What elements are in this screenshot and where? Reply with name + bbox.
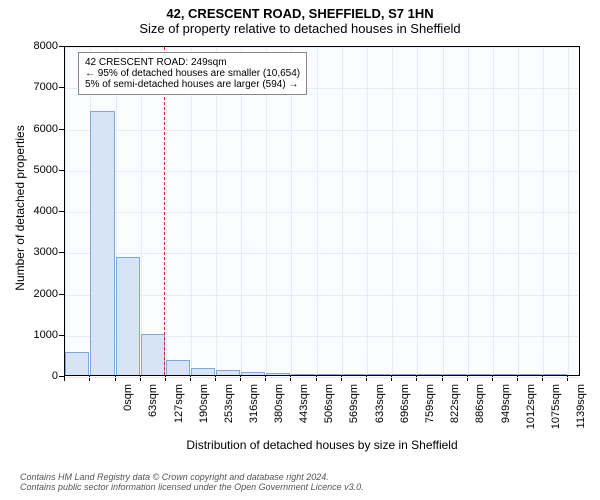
footer-line-1: Contains HM Land Registry data © Crown c…	[20, 472, 364, 482]
x-tick-label: 759sqm	[424, 384, 436, 444]
plot-area	[64, 46, 580, 376]
histogram-bar	[468, 374, 492, 375]
y-ticks: 010002000300040005000600070008000	[0, 46, 58, 376]
y-tick-label: 6000	[34, 123, 58, 135]
y-tick-label: 4000	[34, 205, 58, 217]
reference-line	[164, 47, 165, 375]
x-tick-label: 127sqm	[173, 384, 185, 444]
histogram-bar	[266, 373, 290, 375]
histogram-bar	[90, 111, 114, 375]
x-tick-label: 886sqm	[474, 384, 486, 444]
x-tick-label: 63sqm	[147, 384, 159, 444]
annotation-line: ← 95% of detached houses are smaller (10…	[85, 68, 300, 79]
x-tick-label: 253sqm	[223, 384, 235, 444]
histogram-bar	[65, 352, 89, 375]
histogram-bar	[417, 374, 441, 375]
histogram-bar	[493, 374, 517, 375]
histogram-bar	[342, 374, 366, 375]
x-tick-label: 1075sqm	[550, 384, 562, 444]
x-tick-label: 696sqm	[399, 384, 411, 444]
histogram-bar	[166, 360, 190, 375]
histogram-bar	[543, 374, 567, 375]
histogram-bar	[191, 368, 215, 375]
y-tick-label: 2000	[34, 288, 58, 300]
annotation-box: 42 CRESCENT ROAD: 249sqm← 95% of detache…	[78, 52, 307, 95]
x-tick-label: 443sqm	[298, 384, 310, 444]
histogram-bar	[518, 374, 542, 375]
x-tick-label: 316sqm	[248, 384, 260, 444]
histogram-bar	[367, 374, 391, 375]
y-tick-label: 0	[52, 370, 58, 382]
y-tick-label: 1000	[34, 329, 58, 341]
footer-line-2: Contains public sector information licen…	[20, 482, 364, 492]
x-tick-label: 506sqm	[323, 384, 335, 444]
x-tick-label: 380sqm	[273, 384, 285, 444]
page-subtitle: Size of property relative to detached ho…	[0, 21, 600, 36]
x-tick-label: 190sqm	[198, 384, 210, 444]
page-title: 42, CRESCENT ROAD, SHEFFIELD, S7 1HN	[0, 0, 600, 21]
x-tick-label: 633sqm	[374, 384, 386, 444]
y-tick-label: 3000	[34, 246, 58, 258]
footer-attribution: Contains HM Land Registry data © Crown c…	[20, 472, 364, 492]
histogram-bar	[241, 372, 265, 375]
histogram-bar	[317, 374, 341, 375]
histogram-bar	[141, 334, 165, 375]
x-tick-label: 1139sqm	[575, 384, 587, 444]
y-tick-label: 5000	[34, 164, 58, 176]
x-tick-label: 949sqm	[500, 384, 512, 444]
y-tick-label: 7000	[34, 81, 58, 93]
x-tick-label: 822sqm	[449, 384, 461, 444]
x-ticks: 0sqm 63sqm 127sqm 190sqm 253sqm 316sqm 380sqm 4…	[64, 376, 580, 446]
y-tick-label: 8000	[34, 40, 58, 52]
histogram-bar	[216, 370, 240, 375]
histogram-bar	[443, 374, 467, 375]
annotation-line: 5% of semi-detached houses are larger (5…	[85, 79, 300, 90]
histogram-bar	[392, 374, 416, 375]
x-tick-label: 0sqm	[122, 384, 134, 444]
annotation-line: 42 CRESCENT ROAD: 249sqm	[85, 57, 300, 68]
x-tick-label: 569sqm	[348, 384, 360, 444]
histogram-bar	[116, 257, 140, 375]
histogram-bar	[291, 374, 315, 375]
x-tick-label: 1012sqm	[525, 384, 537, 444]
